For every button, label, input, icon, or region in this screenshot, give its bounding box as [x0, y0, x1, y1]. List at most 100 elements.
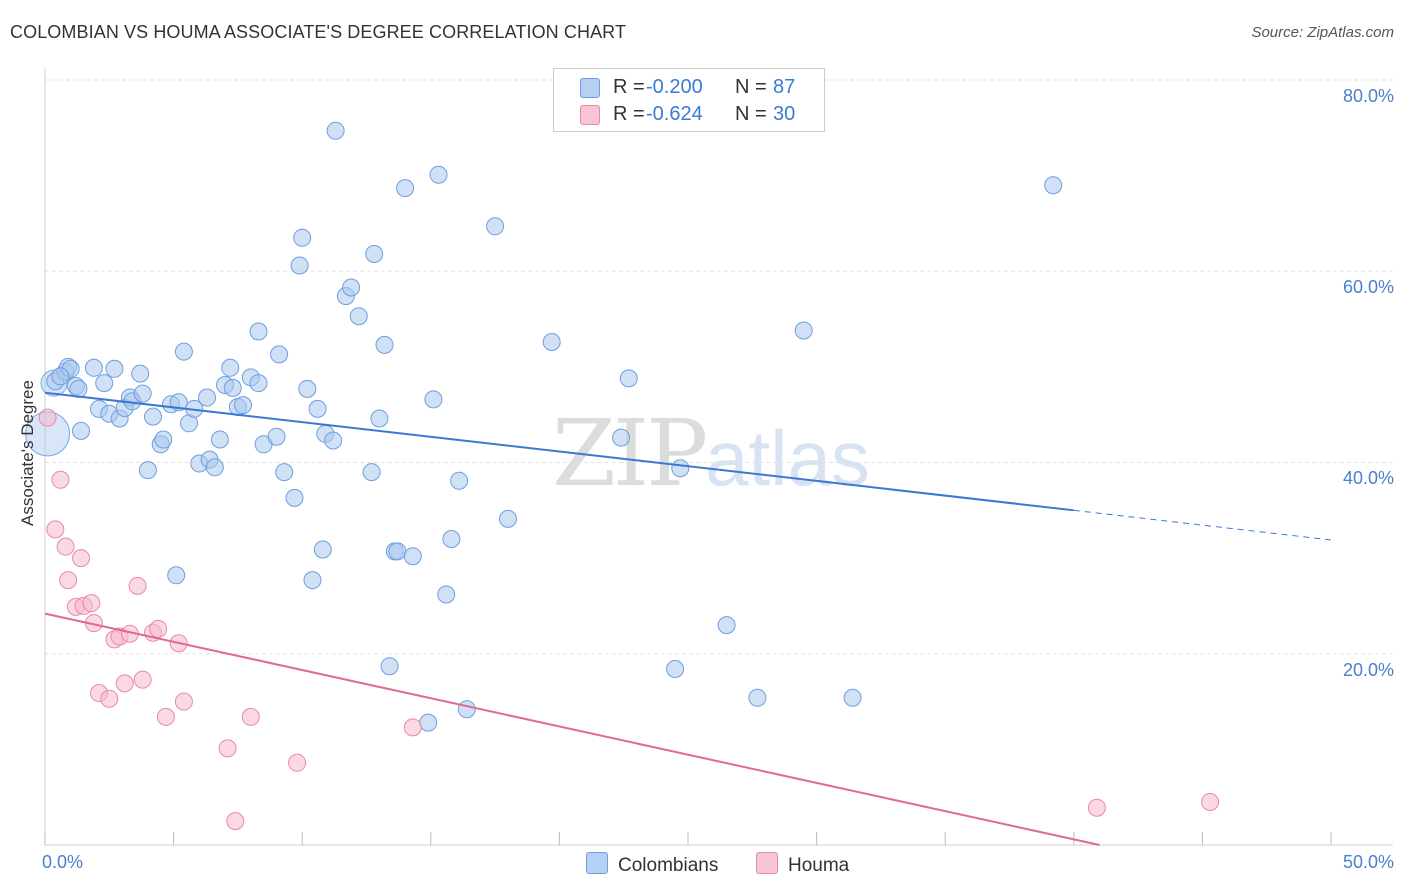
colombians-point — [499, 509, 517, 528]
houma-point — [128, 576, 147, 595]
colombians-point — [308, 399, 327, 418]
colombians-point — [298, 379, 317, 398]
houma-point — [1087, 798, 1106, 817]
houma-point — [218, 739, 237, 758]
legend-r-value: -0.200 — [646, 76, 703, 98]
colombians-point — [313, 540, 332, 559]
colombians-point — [403, 547, 422, 566]
bottom-legend-label: Houma — [788, 855, 850, 876]
colombians-point — [249, 322, 268, 341]
houma-points — [38, 408, 1220, 831]
legend-swatch-blue — [580, 78, 600, 98]
bottom-legend-colombians: Colombians — [586, 852, 718, 877]
colombians-point — [396, 179, 415, 198]
colombians-point — [105, 359, 124, 378]
y-axis-label: Associate's Degree — [18, 380, 37, 526]
houma-point — [100, 689, 119, 708]
houma-point — [82, 594, 101, 613]
houma-point — [133, 670, 152, 689]
colombians-point — [342, 278, 361, 297]
houma-point — [72, 549, 90, 568]
legend-r-label: R = — [613, 76, 645, 98]
colombians-point — [270, 345, 289, 364]
legend-n-value: 30 — [773, 103, 796, 125]
houma-point — [51, 470, 70, 489]
colombians-point — [365, 245, 384, 263]
colombians-point — [144, 407, 162, 426]
colombians-point — [249, 374, 268, 393]
houma-point — [59, 571, 78, 590]
houma-point — [38, 408, 57, 427]
colombians-point — [794, 321, 813, 340]
legend-swatch-pink — [580, 105, 600, 125]
legend-n-label: N = — [735, 76, 767, 98]
x-tick-label-left: 0.0% — [42, 852, 84, 872]
colombians-point — [429, 165, 448, 184]
colombians-point — [167, 566, 186, 585]
colombians-point — [1044, 176, 1063, 195]
legend-n-label: N = — [735, 103, 767, 125]
colombians-point — [666, 660, 685, 678]
correlation-legend: R = -0.200 N = 87 R = -0.624 N = 30 — [553, 68, 825, 132]
colombians-point — [210, 430, 229, 449]
colombians-points — [25, 121, 1063, 732]
chart-title: COLOMBIAN VS HOUMA ASSOCIATE'S DEGREE CO… — [10, 22, 627, 42]
colombians-point — [542, 333, 561, 351]
legend-n-value: 87 — [773, 76, 796, 98]
colombians-point — [362, 463, 381, 482]
colombians-point — [671, 459, 690, 478]
colombians-point — [234, 396, 252, 415]
colombians-point — [51, 367, 70, 386]
axes — [44, 68, 1393, 846]
colombians-point — [424, 390, 443, 409]
colombians-point — [419, 713, 438, 732]
houma-point — [403, 718, 422, 737]
colombians-point — [275, 463, 294, 482]
colombians-point — [285, 488, 304, 507]
houma-point — [115, 674, 134, 693]
houma-point — [174, 692, 193, 711]
colombians-point — [324, 431, 343, 450]
colombians-point — [717, 616, 736, 635]
colombians-point — [221, 358, 240, 377]
colombians-point — [154, 430, 173, 449]
colombians-point — [612, 428, 631, 447]
colombians-point — [370, 409, 389, 428]
colombians-point — [95, 374, 114, 393]
houma-point — [46, 520, 65, 539]
colombians-point — [267, 427, 286, 446]
colombians-point — [457, 700, 476, 719]
colombians-point — [326, 121, 345, 140]
colombians-point — [442, 530, 461, 548]
colombians-point — [138, 461, 157, 480]
colombians-point — [303, 571, 322, 590]
colombians-point — [450, 471, 469, 490]
legend-r-label: R = — [613, 103, 645, 125]
colombians-point — [619, 369, 638, 388]
colombians-point — [388, 542, 407, 561]
colombians-trend-extension — [1073, 509, 1332, 541]
colombians-point — [748, 688, 767, 707]
bottom-legend-label: Colombians — [618, 855, 719, 876]
y-tick-label-20: 20.0% — [1342, 660, 1394, 680]
bottom-legend-swatch-pink — [756, 852, 778, 874]
houma-point — [288, 753, 307, 772]
bottom-legend-houma: Houma — [756, 852, 849, 877]
colombians-trend-line — [44, 391, 1074, 512]
bottom-legend-swatch-blue — [586, 852, 608, 874]
colombians-point — [84, 358, 103, 377]
houma-point — [56, 537, 75, 556]
colombians-point — [174, 342, 193, 361]
colombians-point — [437, 585, 456, 604]
houma-trend-line — [44, 612, 1100, 846]
colombians-point — [486, 217, 505, 236]
x-tick-label-right: 50.0% — [1342, 852, 1394, 872]
legend-r-value: -0.624 — [646, 103, 703, 125]
grid-lines — [45, 79, 1393, 655]
houma-point — [226, 812, 245, 831]
y-tick-label-40: 40.0% — [1342, 468, 1394, 488]
colombians-point — [133, 384, 152, 403]
houma-point — [149, 619, 168, 638]
colombians-point — [375, 335, 394, 354]
chart-source: Source: ZipAtlas.com — [1251, 24, 1394, 41]
